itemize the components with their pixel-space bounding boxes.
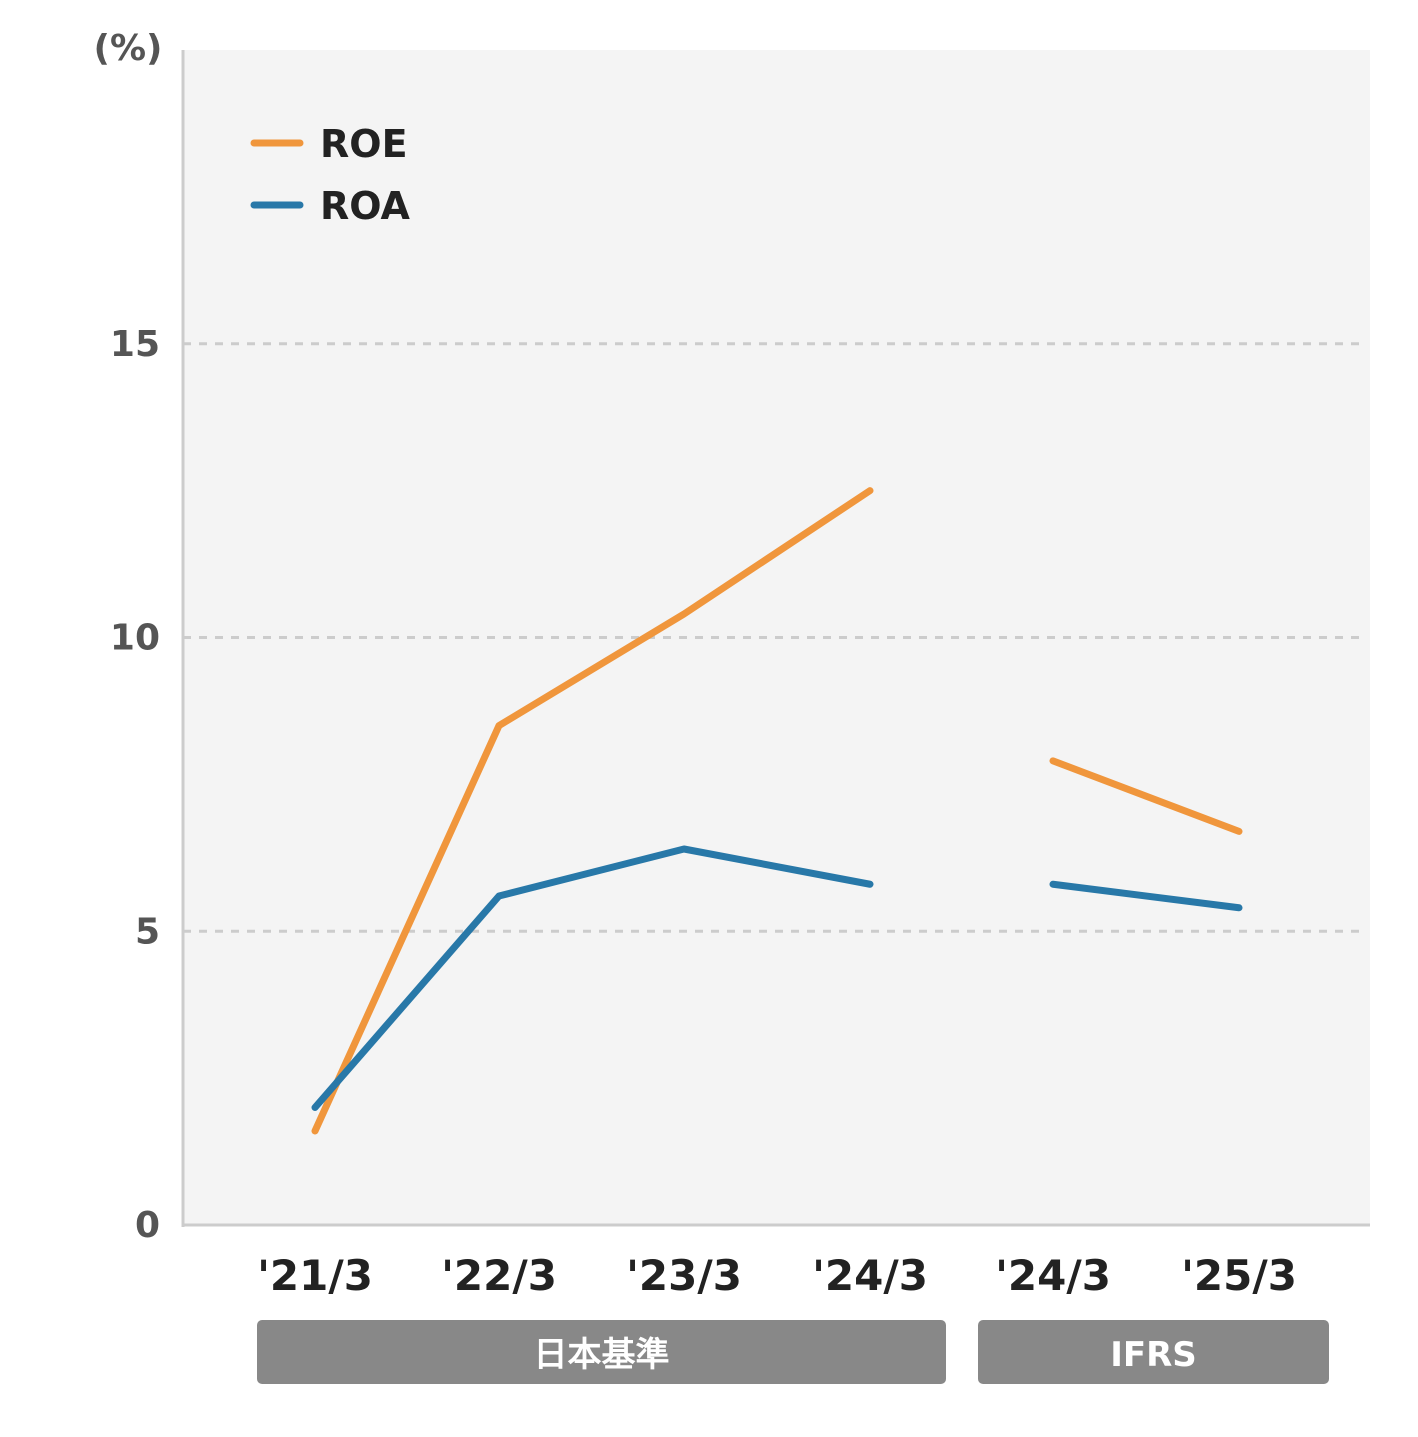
x-tick-label: '23/3 [626, 1251, 742, 1300]
y-tick-label: 0 [135, 1205, 160, 1246]
x-tick-label: '22/3 [441, 1251, 557, 1300]
x-tick-label: '25/3 [1181, 1251, 1297, 1300]
y-tick-label: 15 [110, 324, 160, 365]
legend-label-roa: ROA [320, 184, 411, 228]
y-tick-label: 10 [110, 618, 160, 659]
x-tick-label: '24/3 [995, 1251, 1111, 1300]
y-tick-labels: 0 5 10 15 [110, 324, 160, 1246]
group-label: 日本基準 [534, 1335, 670, 1375]
x-tick-label: '21/3 [257, 1251, 373, 1300]
x-tick-labels: '21/3 '22/3 '23/3 '24/3 '24/3 '25/3 [257, 1251, 1297, 1300]
group-bars: 日本基準 IFRS [257, 1320, 1329, 1384]
y-tick-label: 5 [135, 911, 160, 952]
group-label: IFRS [1110, 1335, 1197, 1375]
y-unit-label: (%) [94, 28, 163, 69]
x-tick-label: '24/3 [812, 1251, 928, 1300]
legend-label-roe: ROE [320, 122, 408, 166]
